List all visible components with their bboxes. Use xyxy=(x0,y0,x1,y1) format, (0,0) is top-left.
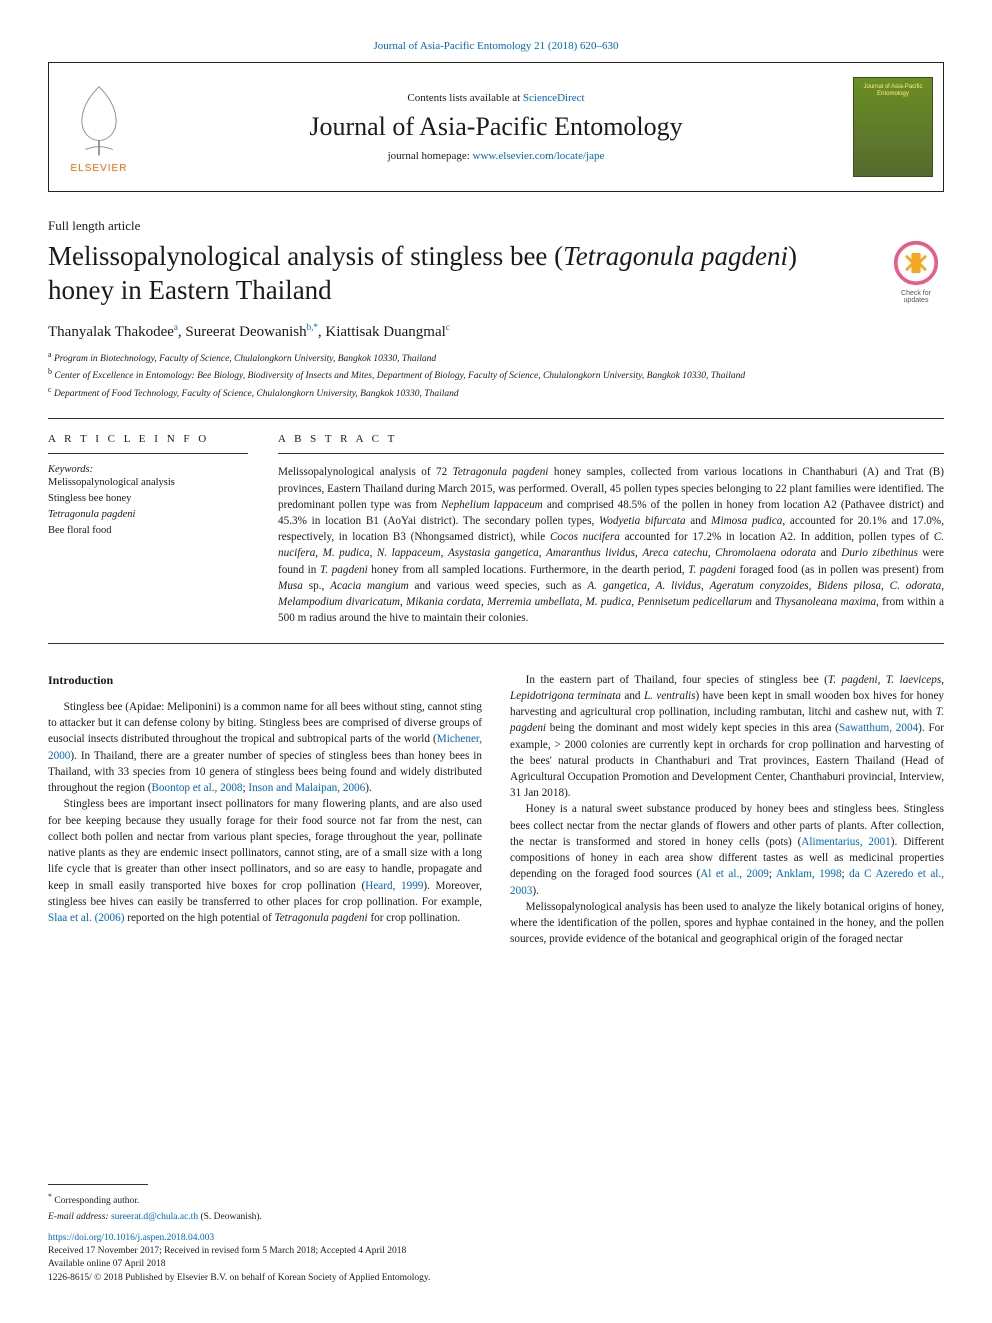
journal-cover-thumb[interactable]: Journal of Asia-Pacific Entomology xyxy=(843,63,943,191)
elsevier-logo[interactable]: ELSEVIER xyxy=(49,63,149,191)
corresponding-author: * Corresponding author. xyxy=(48,1191,944,1208)
article-title: Melissopalynological analysis of stingle… xyxy=(48,240,868,308)
journal-issue-link[interactable]: Journal of Asia-Pacific Entomology 21 (2… xyxy=(48,40,944,52)
affiliation-line: b Center of Excellence in Entomology: Be… xyxy=(48,366,944,384)
journal-header-box: ELSEVIER Contents lists available at Sci… xyxy=(48,62,944,192)
keyword-item: Melissopalynological analysis xyxy=(48,475,248,491)
keyword-item: Bee floral food xyxy=(48,523,248,539)
doi-link[interactable]: https://doi.org/10.1016/j.aspen.2018.04.… xyxy=(48,1233,214,1243)
affiliation-line: c Department of Food Technology, Faculty… xyxy=(48,384,944,402)
journal-name: Journal of Asia-Pacific Entomology xyxy=(149,112,843,142)
article-info-heading: A R T I C L E I N F O xyxy=(48,433,248,445)
check-updates-badge[interactable]: Check for updates xyxy=(888,240,944,304)
doi-line: https://doi.org/10.1016/j.aspen.2018.04.… xyxy=(48,1232,944,1245)
crossmark-icon xyxy=(893,240,939,286)
journal-homepage-link[interactable]: www.elsevier.com/locate/jape xyxy=(473,150,605,162)
header-center: Contents lists available at ScienceDirec… xyxy=(149,63,843,191)
abstract-column: A B S T R A C T Melissopalynological ana… xyxy=(278,433,944,626)
body-paragraph: Honey is a natural sweet substance produ… xyxy=(510,801,944,898)
keywords-list: Melissopalynological analysisStingless b… xyxy=(48,475,248,538)
body-paragraph: Melissopalynological analysis has been u… xyxy=(510,899,944,948)
email-line: E-mail address: sureerat.d@chula.ac.th (… xyxy=(48,1211,944,1224)
email-link[interactable]: sureerat.d@chula.ac.th xyxy=(111,1212,198,1222)
copyright-line: 1226-8615/ © 2018 Published by Elsevier … xyxy=(48,1272,944,1285)
body-paragraph: In the eastern part of Thailand, four sp… xyxy=(510,672,944,802)
journal-cover-title: Journal of Asia-Pacific Entomology xyxy=(857,84,929,98)
body-col-right-text: In the eastern part of Thailand, four sp… xyxy=(510,672,944,948)
authors-line: Thanyalak Thakodeea, Sureerat Deowanishb… xyxy=(48,322,944,341)
keywords-label: Keywords: xyxy=(48,464,248,475)
body-paragraph: Stingless bee (Apidae: Meliponini) is a … xyxy=(48,699,482,796)
keyword-item: Tetragonula pagdeni xyxy=(48,507,248,523)
article-info-column: A R T I C L E I N F O Keywords: Melissop… xyxy=(48,433,248,626)
body-col-left: Introduction Stingless bee (Apidae: Meli… xyxy=(48,672,482,948)
elsevier-wordmark: ELSEVIER xyxy=(71,163,128,174)
keyword-item: Stingless bee honey xyxy=(48,491,248,507)
article-type: Full length article xyxy=(48,218,944,234)
abstract-heading: A B S T R A C T xyxy=(278,433,944,445)
divider xyxy=(48,418,944,419)
received-line: Received 17 November 2017; Received in r… xyxy=(48,1245,944,1258)
body-col-left-text: Stingless bee (Apidae: Meliponini) is a … xyxy=(48,699,482,926)
check-updates-label: Check for updates xyxy=(888,290,944,304)
abstract-text: Melissopalynological analysis of 72 Tetr… xyxy=(278,464,944,626)
available-line: Available online 07 April 2018 xyxy=(48,1258,944,1271)
elsevier-tree-icon xyxy=(64,81,134,161)
affiliations: a Program in Biotechnology, Faculty of S… xyxy=(48,349,944,403)
page-footer: * Corresponding author. E-mail address: … xyxy=(48,1184,944,1285)
affiliation-line: a Program in Biotechnology, Faculty of S… xyxy=(48,349,944,367)
body-paragraph: Stingless bees are important insect poll… xyxy=(48,796,482,926)
divider xyxy=(48,643,944,644)
sciencedirect-link[interactable]: ScienceDirect xyxy=(523,92,585,104)
contents-line: Contents lists available at ScienceDirec… xyxy=(149,92,843,104)
homepage-line: journal homepage: www.elsevier.com/locat… xyxy=(149,150,843,162)
intro-heading: Introduction xyxy=(48,672,482,689)
body-col-right: In the eastern part of Thailand, four sp… xyxy=(510,672,944,948)
